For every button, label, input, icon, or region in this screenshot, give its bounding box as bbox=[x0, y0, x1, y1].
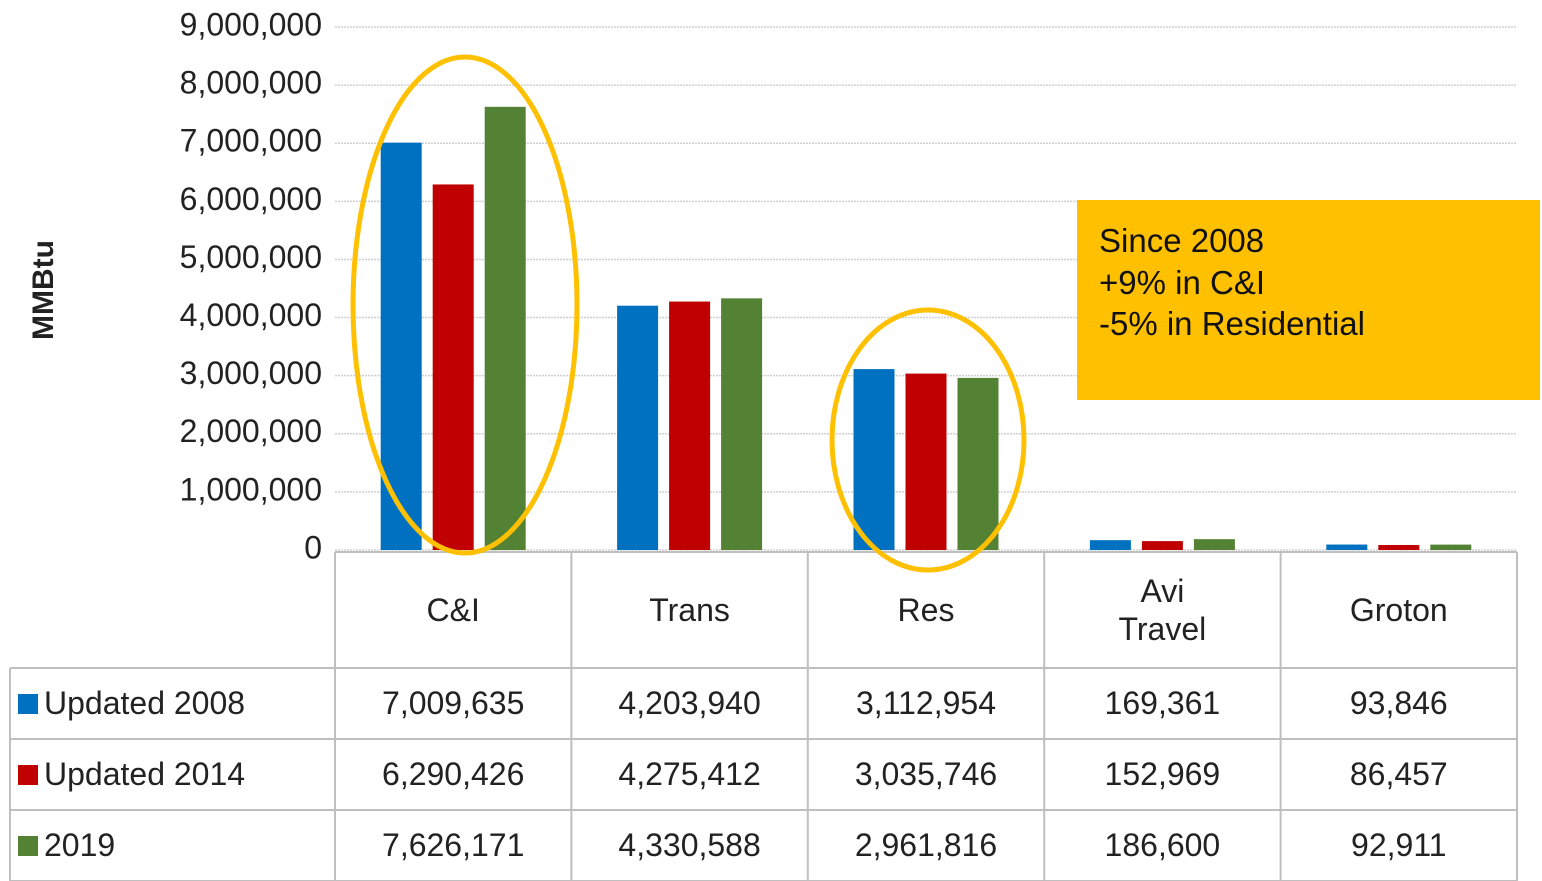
y-axis-label: MMBtu bbox=[27, 240, 60, 340]
table-value-text: 6,290,426 bbox=[382, 756, 525, 793]
legend-entry: Updated 2008 bbox=[10, 668, 335, 739]
bar bbox=[1089, 540, 1131, 550]
y-tick-label: 3,000,000 bbox=[180, 355, 322, 391]
table-value: 3,035,746 bbox=[808, 739, 1044, 810]
table-value: 4,275,412 bbox=[571, 739, 807, 810]
table-value: 2,961,816 bbox=[808, 810, 1044, 881]
legend-label: 2019 bbox=[44, 827, 116, 864]
annotation-line: +9% in C&I bbox=[1099, 263, 1265, 301]
legend-entry: Updated 2014 bbox=[10, 739, 335, 810]
legend-label: Updated 2008 bbox=[44, 685, 246, 722]
bar bbox=[853, 369, 895, 550]
y-tick-label: 0 bbox=[304, 529, 322, 565]
table-value-text: 93,846 bbox=[1349, 685, 1448, 722]
x-tick-label: Avi Travel bbox=[1044, 552, 1280, 668]
y-tick-label: 9,000,000 bbox=[180, 6, 322, 42]
legend-swatch bbox=[18, 835, 38, 856]
x-tick-label-text: C&I bbox=[426, 591, 480, 628]
y-tick-label: 4,000,000 bbox=[180, 297, 322, 333]
bar bbox=[1141, 541, 1183, 550]
y-tick-label: 1,000,000 bbox=[180, 471, 322, 507]
table-value-text: 169,361 bbox=[1104, 685, 1221, 722]
table-value: 93,846 bbox=[1281, 668, 1517, 739]
table-value: 7,009,635 bbox=[335, 668, 571, 739]
table-value: 186,600 bbox=[1044, 810, 1280, 881]
table-value-text: 4,203,940 bbox=[618, 685, 761, 722]
table-value: 152,969 bbox=[1044, 739, 1280, 810]
bar bbox=[432, 184, 474, 550]
table-value: 3,112,954 bbox=[808, 668, 1044, 739]
table-value: 4,203,940 bbox=[571, 668, 807, 739]
bar bbox=[669, 301, 711, 550]
bar bbox=[380, 142, 422, 550]
x-tick-label: Trans bbox=[571, 552, 807, 668]
table-value: 86,457 bbox=[1281, 739, 1517, 810]
highlight-ellipse bbox=[829, 307, 1027, 573]
table-value-text: 4,275,412 bbox=[618, 756, 761, 793]
table-value: 7,626,171 bbox=[335, 810, 571, 881]
table-value: 92,911 bbox=[1281, 810, 1517, 881]
table-value-text: 86,457 bbox=[1349, 756, 1448, 793]
y-tick-label: 2,000,000 bbox=[180, 413, 322, 449]
x-tick-label-text: Trans bbox=[649, 591, 730, 628]
x-tick-label: Res bbox=[808, 552, 1044, 668]
table-value-text: 152,969 bbox=[1104, 756, 1221, 793]
x-tick-label: C&I bbox=[335, 552, 571, 668]
highlight-ellipse bbox=[350, 54, 580, 556]
annotation-line: -5% in Residential bbox=[1099, 305, 1365, 343]
bar bbox=[1193, 539, 1235, 550]
table-value-text: 92,911 bbox=[1351, 827, 1447, 864]
bar bbox=[957, 377, 999, 550]
annotation-line: Since 2008 bbox=[1099, 222, 1265, 259]
y-tick-label: 7,000,000 bbox=[180, 123, 322, 159]
legend-label: Updated 2014 bbox=[44, 756, 246, 793]
bar bbox=[905, 373, 947, 550]
y-tick-label: 6,000,000 bbox=[180, 181, 322, 217]
bar bbox=[1326, 544, 1368, 550]
x-tick-label-text: Avi Travel bbox=[1118, 572, 1207, 647]
legend-swatch bbox=[18, 764, 38, 785]
x-tick-label: Groton bbox=[1281, 552, 1517, 668]
bar bbox=[1378, 544, 1420, 550]
table-value: 169,361 bbox=[1044, 668, 1280, 739]
table-value-text: 3,035,746 bbox=[854, 756, 998, 793]
y-tick-label: 5,000,000 bbox=[180, 239, 322, 275]
bar bbox=[617, 305, 659, 550]
table-value: 4,330,588 bbox=[571, 810, 807, 881]
table-value-text: 7,009,635 bbox=[382, 685, 525, 722]
table-value-text: 186,600 bbox=[1104, 827, 1221, 864]
legend-swatch bbox=[18, 693, 38, 714]
y-tick-label: 8,000,000 bbox=[180, 65, 322, 101]
table-value-text: 7,626,171 bbox=[382, 827, 525, 864]
legend-entry: 2019 bbox=[10, 810, 335, 881]
table-value-text: 2,961,816 bbox=[854, 827, 998, 864]
bar bbox=[1430, 544, 1472, 550]
x-tick-label-text: Res bbox=[897, 591, 955, 628]
bar bbox=[484, 106, 526, 551]
annotation-box: Since 2008 +9% in C&I -5% in Residential bbox=[1077, 200, 1540, 400]
table-value: 6,290,426 bbox=[335, 739, 571, 810]
table-value-text: 4,330,588 bbox=[618, 827, 761, 864]
table-value-text: 3,112,954 bbox=[856, 685, 996, 722]
bar bbox=[721, 298, 763, 550]
x-tick-label-text: Groton bbox=[1349, 591, 1448, 628]
